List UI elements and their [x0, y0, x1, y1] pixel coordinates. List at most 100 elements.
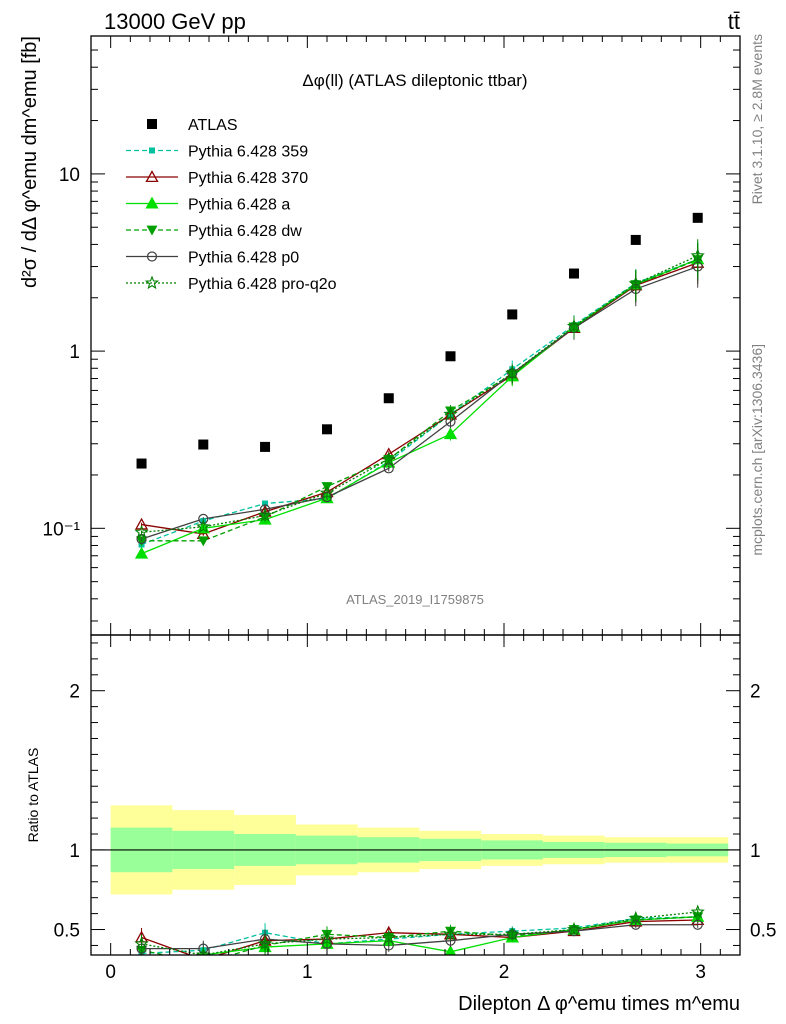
data-point	[198, 439, 209, 450]
y-tick-label: 10⁻¹	[43, 519, 81, 540]
x-tick-label: 2	[499, 962, 510, 983]
legend-label: Pythia 6.428 pro-q2o	[188, 276, 337, 293]
series-line-2	[141, 262, 698, 535]
data-point	[134, 524, 149, 539]
mcplots-label: mcplots.cern.ch [arXiv:1306.3436]	[749, 344, 765, 556]
series-line-5	[141, 265, 698, 540]
data-point	[260, 441, 271, 452]
series-line-3	[141, 258, 698, 555]
data-point	[196, 519, 211, 533]
legend-marker	[149, 147, 155, 154]
x-tick-label: 1	[302, 962, 313, 983]
legend-marker	[147, 119, 157, 129]
plot-title: Δφ(ll) (ATLAS dileptonic ttbar)	[302, 71, 527, 90]
data-point	[445, 351, 456, 362]
data-point	[134, 517, 149, 530]
y-tick-label: 1	[69, 342, 80, 363]
ratio-point	[566, 922, 582, 936]
legend-label: Pythia 6.428 p0	[188, 250, 299, 267]
data-point	[197, 536, 209, 547]
data-point	[569, 268, 580, 279]
legend-marker	[145, 170, 159, 183]
ratio-y-tick-label: 2	[69, 682, 80, 703]
data-point	[692, 212, 703, 223]
data-point	[566, 318, 582, 333]
legend-marker	[146, 251, 158, 262]
ratio-markers	[134, 904, 705, 969]
legend-marker	[146, 225, 158, 236]
series-lines	[141, 255, 698, 955]
ratio-point	[381, 929, 396, 944]
data-point	[443, 427, 458, 440]
x-tick-label: 0	[105, 962, 116, 983]
data-point	[134, 546, 149, 559]
ratio-point	[443, 926, 458, 941]
legend-label: Pythia 6.428 370	[188, 170, 308, 187]
legend-label: Pythia 6.428 359	[188, 144, 308, 161]
ratio-point	[319, 931, 335, 946]
ratio-line-3	[141, 916, 698, 955]
ratio-point	[134, 936, 149, 950]
legend-label: Pythia 6.428 dw	[188, 223, 302, 240]
series-line-4	[141, 259, 698, 542]
data-point	[507, 309, 518, 320]
ratio-point	[140, 952, 143, 955]
data-point	[690, 248, 705, 262]
y-tick-label: 10	[59, 165, 80, 186]
ratio-line-5	[141, 911, 698, 955]
main-y-axis-label: d²σ / dΔ φ^emu dm^emu [fb]	[19, 36, 41, 288]
ratio-line-4	[141, 924, 698, 950]
data-point	[322, 424, 332, 435]
ratio-y-tick-label: 1	[69, 841, 80, 862]
legend-label: ATLAS	[188, 117, 238, 134]
data-point	[505, 365, 520, 380]
rivet-version-label: Rivet 3.1.10, ≥ 2.8M events	[749, 34, 765, 204]
data-point	[383, 393, 394, 404]
legend-marker	[145, 196, 159, 209]
data-point	[630, 234, 641, 245]
series-line-6	[141, 255, 698, 533]
data-point	[628, 276, 643, 290]
data-point	[383, 463, 394, 474]
ratio-point	[692, 919, 703, 930]
ratio-line-2	[194, 916, 698, 955]
data-point	[257, 508, 273, 522]
ratio-y-tick-label-right: 1	[750, 841, 761, 862]
ratio-point	[257, 936, 273, 950]
header-right-label: tt̄	[728, 9, 740, 34]
ratio-y-tick-label: 0.5	[54, 921, 80, 942]
ratio-line-1	[141, 919, 698, 955]
ratio-line-0	[141, 916, 698, 955]
ratio-uncertainty-bands	[91, 805, 740, 895]
ratio-point	[690, 904, 705, 919]
analysis-watermark: ATLAS_2019_I1759875	[346, 592, 484, 607]
ratio-frame	[90, 634, 741, 956]
chart-text: 13000 GeV pp tt̄ Δφ(ll) (ATLAS dileptoni…	[19, 9, 765, 1015]
ratio-y-tick-label-right: 0.5	[750, 921, 776, 942]
ratio-point	[202, 952, 205, 955]
axes: 0 1 2 3 10⁻¹ 1 10 0.5 0.5 1 1 2 2	[43, 35, 776, 983]
x-tick-label: 3	[695, 962, 706, 983]
ratio-point	[444, 944, 457, 955]
main-lines	[141, 255, 698, 555]
x-axis-label: Dilepton Δ φ^emu times m^emu	[458, 993, 740, 1015]
data-point	[136, 458, 147, 469]
data-point	[136, 536, 148, 547]
legend-label: Pythia 6.428 a	[188, 197, 290, 214]
header-left-label: 13000 GeV pp	[104, 9, 246, 34]
data-point	[381, 451, 396, 466]
main-markers	[134, 212, 705, 559]
data-point	[262, 500, 269, 507]
ratio-lines	[141, 911, 698, 955]
data-point	[443, 406, 458, 421]
ratio-point	[505, 926, 520, 941]
ratio-y-axis-label: Ratio to ATLAS	[25, 748, 41, 843]
legend: ATLAS Pythia 6.428 359 Pythia 6.428 370 Pyt…	[126, 117, 337, 293]
series-line-1	[141, 258, 698, 546]
data-point	[198, 513, 209, 525]
ratio-point	[628, 910, 643, 925]
data-markers	[134, 212, 705, 969]
ratio-point	[198, 959, 209, 969]
ratio-y-tick-label-right: 2	[750, 682, 761, 703]
